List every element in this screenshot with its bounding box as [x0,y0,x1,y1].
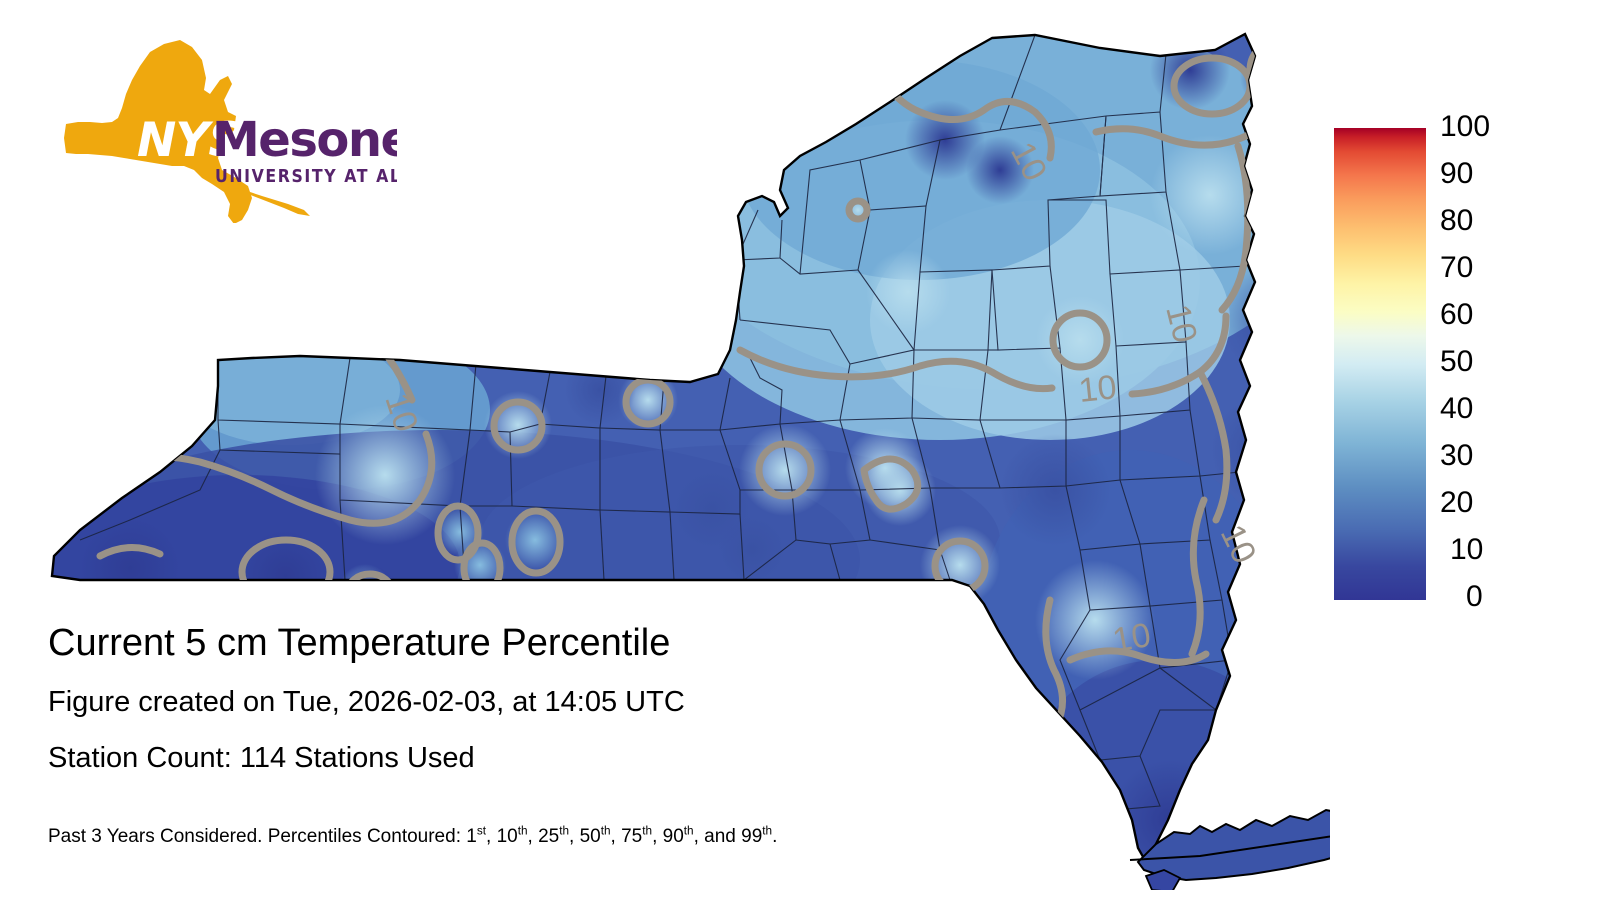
logo-tagline-text: UNIVERSITY AT ALBANY [215,167,397,187]
colorbar-tick-40: 40 [1440,392,1474,425]
colorbar[interactable]: 100 90 80 70 60 50 40 30 20 10 0 [1334,112,1584,612]
new-york-percentile-map[interactable]: 10 10 10 10 10 10 [40,20,1330,890]
footnote-separator: , [610,826,622,847]
footnote-percentile: 99th [741,824,773,847]
footnote-ordinal-suffix: th [517,824,528,838]
logo-mesonet-text: Mesonet [212,112,397,168]
figure-title: Current 5 cm Temperature Percentile [48,622,671,664]
footnote-separator: , [486,826,497,847]
new-york-state-outline-icon [64,40,310,223]
colorbar-tick-labels: 100 90 80 70 60 50 40 30 20 10 0 [1434,112,1574,612]
footnote-separator: , and [693,826,742,847]
figure-footnote: Past 3 Years Considered. Percentiles Con… [48,824,778,848]
footnote-percentile: 10th [496,824,528,847]
footnote-separator: , [652,826,663,847]
footnote-separator: , [569,826,580,847]
contour-label-10: 10 [1110,616,1154,660]
footnote-separator: , [527,826,539,847]
map-panel[interactable]: 10 10 10 10 10 10 [40,20,1330,890]
colorbar-tick-90: 90 [1440,157,1474,190]
footnote-terminator: . [772,826,778,847]
colorbar-tick-50: 50 [1440,345,1474,378]
footnote-ordinal-suffix: th [762,824,773,838]
colorbar-tick-0: 0 [1466,580,1483,613]
colorbar-tick-80: 80 [1440,204,1474,237]
station-count: Station Count: 114 Stations Used [48,742,475,774]
footnote-ordinal-suffix: st [476,824,486,838]
footnote-percentile: 25th [538,824,570,847]
footnote-ordinal-suffix: th [600,824,611,838]
nys-mesonet-logo: NYS Mesonet UNIVERSITY AT ALBANY [52,38,397,223]
state-outline [50,32,1257,865]
created-timestamp: Figure created on Tue, 2026-02-03, at 14… [48,686,685,718]
footnote-percentile: 75th [621,824,653,847]
footnote-ordinal-suffix: th [559,824,570,838]
colorbar-tick-70: 70 [1440,251,1474,284]
long-island-region [1129,808,1330,890]
contour-label-10: 10 [1158,301,1204,347]
colorbar-tick-30: 30 [1440,439,1474,472]
logo-nys-text: NYS [137,113,241,168]
footnote-percentile-list: 1st, 10th, 25th, 50th, 75th, 90th, and 9… [466,824,773,847]
footnote-percentile: 50th [579,824,611,847]
footnote-ordinal-suffix: th [642,824,653,838]
footnote-prefix: Past 3 Years Considered. Percentiles Con… [48,826,467,847]
footnote-ordinal-suffix: th [683,824,694,838]
footnote-percentile: 1st [466,824,486,847]
logo-svg: NYS Mesonet UNIVERSITY AT ALBANY [64,40,397,223]
colorbar-tick-10: 10 [1450,533,1484,566]
colorbar-tick-20: 20 [1440,486,1474,519]
colorbar-tick-60: 60 [1440,298,1474,331]
colorbar-gradient [1334,128,1426,600]
contour-label-10: 10 [1077,368,1119,410]
colorbar-tick-100: 100 [1440,110,1491,143]
footnote-percentile: 90th [662,824,694,847]
caption-block: Current 5 cm Temperature Percentile Figu… [48,620,1028,778]
